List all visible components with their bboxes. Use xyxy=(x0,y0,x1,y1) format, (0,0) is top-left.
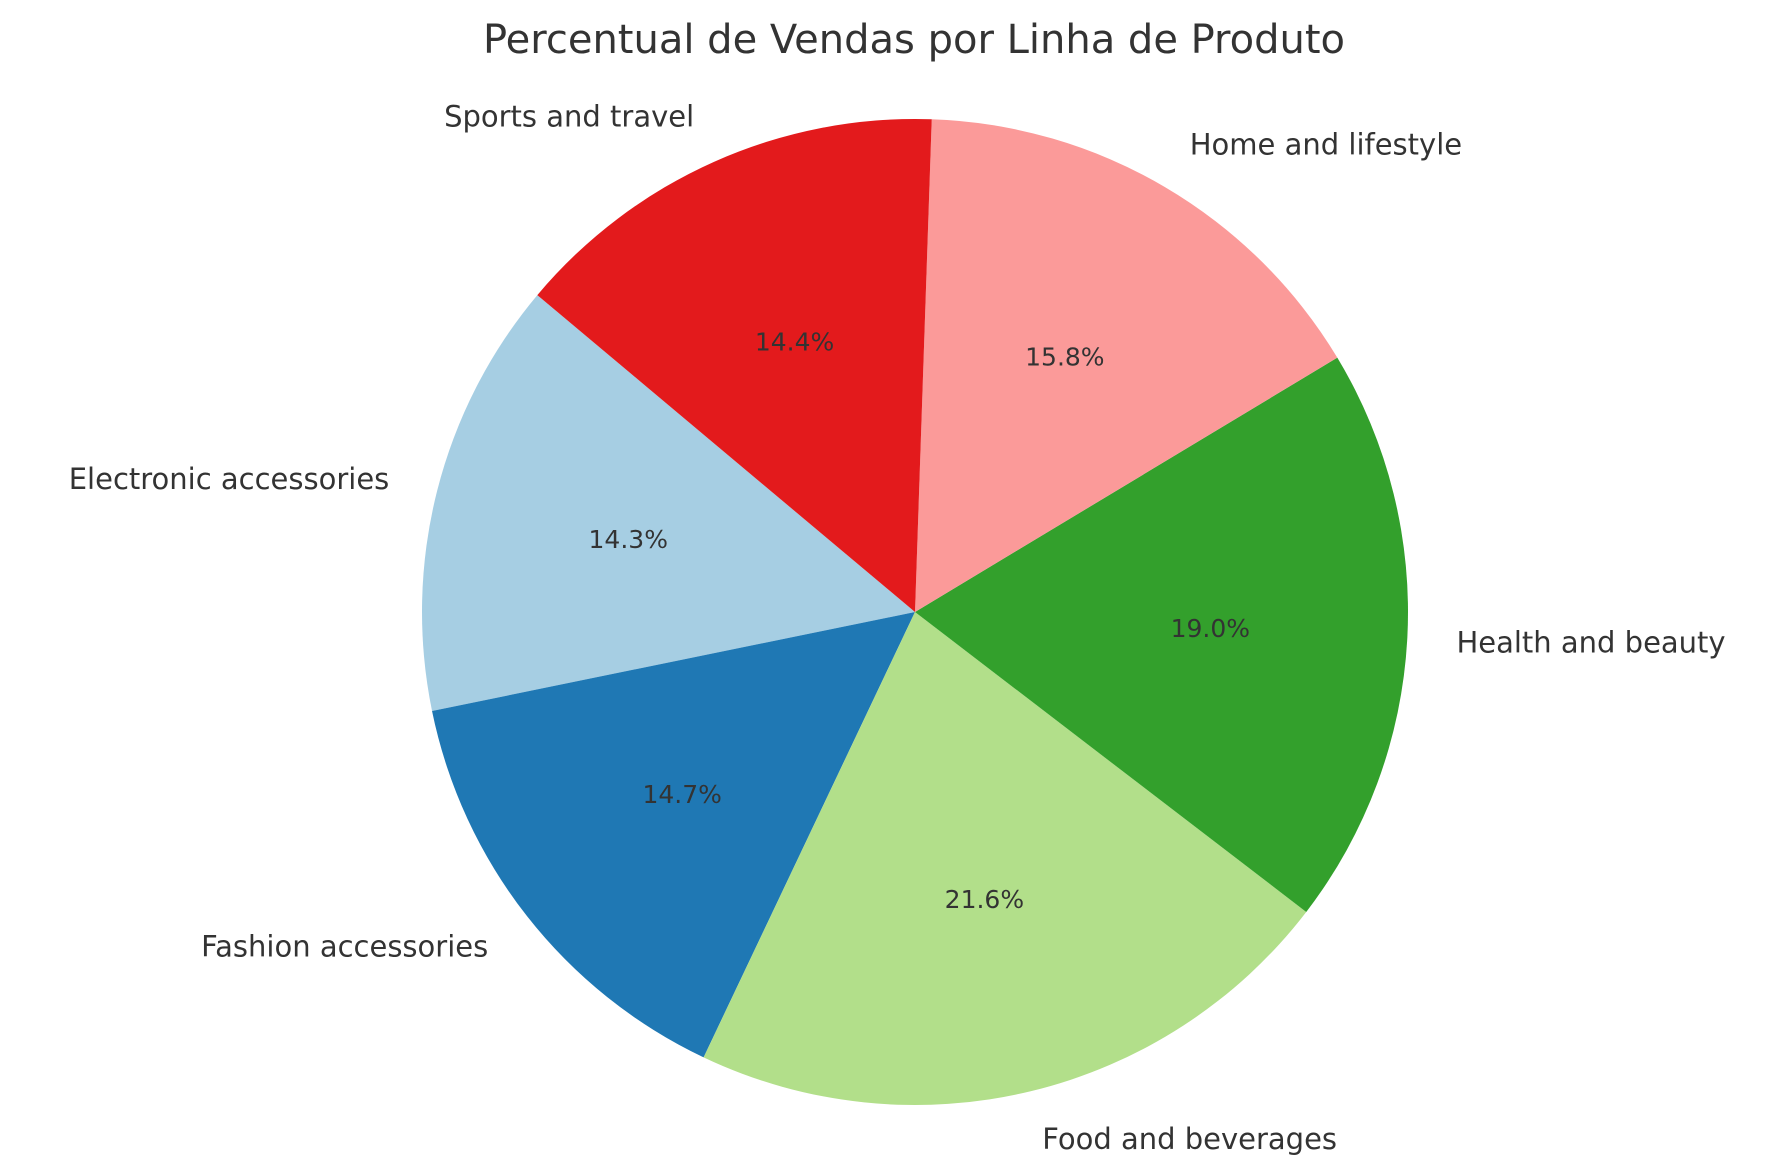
pie-percent-home-and-lifestyle: 15.8% xyxy=(1025,342,1104,371)
pie-slice-electronic-accessories xyxy=(421,295,915,711)
pie-percent-sports-and-travel: 14.4% xyxy=(755,327,834,356)
pie-slice-food-and-beverages xyxy=(703,612,1307,1105)
pie-percent-food-and-beverages: 21.6% xyxy=(945,885,1024,914)
pie-slices xyxy=(421,119,1408,1105)
pie-slice-home-and-lifestyle xyxy=(915,119,1338,613)
pie-label-food-and-beverages: Food and beverages xyxy=(1042,1122,1337,1156)
pie-label-fashion-accessories: Fashion accessories xyxy=(201,930,488,964)
pie-slice-fashion-accessories xyxy=(432,612,915,1058)
pie-percent-labels: 14.3% 14.7% 21.6% 19.0% 15.8% 14.4% xyxy=(589,327,1251,914)
pie-label-health-and-beauty: Health and beauty xyxy=(1456,625,1725,659)
pie-label-sports-and-travel: Sports and travel xyxy=(444,100,694,134)
pie-percent-electronic-accessories: 14.3% xyxy=(589,525,668,554)
pie-labels: Electronic accessories Fashion accessorie… xyxy=(69,100,1726,1156)
chart-title: Percentual de Vendas por Linha de Produt… xyxy=(483,17,1345,63)
pie-label-home-and-lifestyle: Home and lifestyle xyxy=(1190,127,1462,161)
pie-slice-sports-and-travel xyxy=(537,119,932,612)
pie-percent-health-and-beauty: 19.0% xyxy=(1171,614,1250,643)
pie-label-electronic-accessories: Electronic accessories xyxy=(69,462,390,496)
pie-percent-fashion-accessories: 14.7% xyxy=(643,780,722,809)
pie-slice-health-and-beauty xyxy=(915,357,1408,912)
